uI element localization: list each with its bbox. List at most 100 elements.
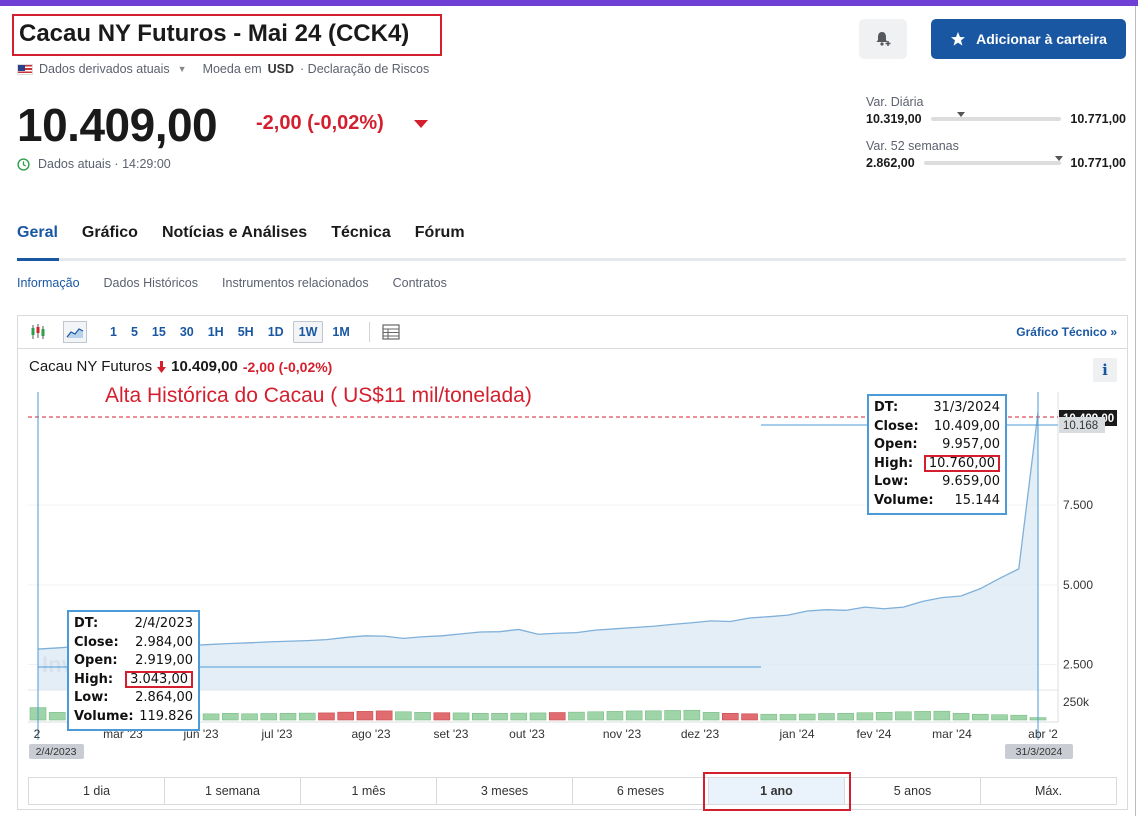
x-tick-label: mar '24 (932, 727, 972, 741)
table-view-icon[interactable] (380, 321, 402, 343)
x-tick-label: fev '24 (857, 727, 892, 741)
tt-dt: 2/4/2023 (134, 616, 193, 631)
info-icon[interactable]: i (1093, 358, 1117, 382)
volume-bar (568, 711, 585, 721)
instrument-meta: Dados derivados atuais ▼ Moeda em USD · … (17, 62, 429, 76)
x-tick-label: jul '23 (261, 727, 293, 741)
period-1-month[interactable]: 1 mês (301, 778, 437, 804)
range-end-label: 31/3/2024 (1016, 746, 1063, 758)
tab-tecnica[interactable]: Técnica (331, 224, 391, 241)
technical-chart-link[interactable]: Gráfico Técnico » (1016, 325, 1117, 339)
chart-annotation: Alta Histórica do Cacau ( US$11 mil/tone… (105, 384, 532, 407)
week52-high: 10.771,00 (1070, 156, 1126, 170)
tt-high-label: High: (874, 455, 914, 471)
volume-bar (548, 712, 566, 721)
interval-15[interactable]: 15 (151, 325, 166, 339)
down-arrow-icon (157, 360, 167, 373)
interval-1w[interactable]: 1W (292, 321, 324, 343)
y-tick-label: 5.000 (1063, 578, 1093, 592)
star-icon (951, 32, 966, 46)
volume-bar (356, 711, 374, 721)
add-to-portfolio-label: Adicionar à carteira (976, 31, 1107, 47)
volume-bar (664, 710, 681, 721)
x-tick-label: out '23 (509, 727, 545, 741)
tab-forum[interactable]: Fórum (414, 224, 465, 241)
alert-button[interactable] (859, 19, 907, 59)
tt-low-label: Low: (874, 474, 909, 489)
x-tick-label: nov '23 (603, 727, 642, 741)
tt-close-label: Close: (874, 418, 919, 434)
period-max[interactable]: Máx. (1034, 784, 1063, 798)
bell-plus-icon (876, 32, 891, 46)
chevron-down-icon[interactable]: ▼ (177, 64, 187, 74)
tt-close: 10.409,00 (933, 418, 1000, 434)
period-3-months[interactable]: 3 meses (437, 778, 573, 804)
volume-bar (298, 712, 316, 721)
price-change: -2,00 (-0,02%) (256, 112, 384, 134)
interval-5h[interactable]: 5H (237, 325, 254, 339)
price-line (37, 412, 1039, 650)
subtab-contratos[interactable]: Contratos (392, 276, 447, 290)
volume-bar (702, 712, 720, 721)
interval-1h[interactable]: 1H (207, 325, 224, 339)
x-tick-label: abr '2 (1028, 727, 1058, 741)
tt-dt: 31/3/2024 (933, 400, 1000, 415)
subtab-instrumentos[interactable]: Instrumentos relacionados (222, 276, 369, 290)
tt-open: 2.919,00 (135, 653, 193, 668)
tabs-divider (17, 258, 1126, 261)
interval-5[interactable]: 5 (130, 325, 138, 339)
tt-open-label: Open: (74, 653, 118, 668)
period-1-day[interactable]: 1 dia (29, 778, 165, 804)
y-tick-label: 7.500 (1063, 498, 1093, 512)
currency-value: USD (267, 62, 295, 76)
volume-bar (741, 713, 758, 721)
risk-disclosure-link[interactable]: · Declaração de Riscos (300, 62, 430, 76)
clock-icon (17, 157, 30, 171)
timestamp-row: Dados atuais · 14:29:00 (17, 157, 171, 171)
interval-1[interactable]: 1 (110, 325, 117, 339)
volume-bar (529, 712, 547, 721)
daily-range-bar (930, 112, 1062, 121)
period-6-months[interactable]: 6 meses (573, 778, 709, 804)
interval-30[interactable]: 30 (179, 325, 194, 339)
tt-open: 9.957,00 (942, 437, 1000, 452)
crosshair-label: 10.168 (1063, 420, 1098, 432)
daily-range-label: Var. Diária (866, 95, 924, 109)
y-tick-label: 2.500 (1063, 658, 1093, 672)
page-frame (0, 6, 1136, 816)
x-tick-label: 2 (34, 727, 41, 741)
volume-bar (395, 711, 412, 721)
subtab-dados-historicos[interactable]: Dados Históricos (103, 276, 199, 290)
tab-geral[interactable]: Geral (17, 224, 58, 241)
price-ranges: Var. Diária 10.319,00 10.771,00 Var. 52 … (866, 95, 1126, 183)
chart-header: Cacau NY Futuros 10.409,00 -2,00 (-0,02%… (29, 358, 332, 375)
volume-bar (606, 711, 624, 721)
tab-noticias[interactable]: Notícias e Análises (161, 224, 308, 241)
volume-bar (895, 711, 912, 721)
tooltip-earliest: DT: 2/4/2023 Close: 2.984,00 Open: 2.919,00… (67, 610, 200, 731)
daily-range: Var. Diária 10.319,00 10.771,00 (866, 95, 1126, 139)
data-source-selector[interactable]: Dados derivados atuais (39, 62, 170, 76)
volume-tick-label: 250k (1063, 695, 1090, 709)
area-chart-icon[interactable] (63, 321, 87, 343)
interval-1d[interactable]: 1D (267, 325, 284, 339)
volume-bar (433, 712, 451, 721)
volume-bar (837, 712, 854, 721)
period-1-week[interactable]: 1 semana (165, 778, 301, 804)
candlestick-icon[interactable] (27, 321, 49, 343)
period-5-years[interactable]: 5 anos (845, 778, 981, 804)
add-to-portfolio-button[interactable]: Adicionar à carteira (931, 19, 1126, 59)
interval-1m[interactable]: 1M (332, 325, 350, 339)
tt-low: 9.659,00 (942, 474, 1000, 489)
period-1-year[interactable]: 1 ano (709, 778, 845, 804)
tab-grafico[interactable]: Gráfico (81, 224, 138, 241)
week52-low: 2.862,00 (866, 156, 915, 170)
volume-bar (48, 712, 66, 721)
volume-bar (683, 709, 701, 721)
period-highlight-box (703, 772, 851, 811)
volume-bar (875, 712, 893, 721)
tt-volume: 15.144 (954, 492, 1001, 508)
subtab-informacao[interactable]: Informação (17, 276, 80, 290)
volume-bar (818, 713, 835, 721)
